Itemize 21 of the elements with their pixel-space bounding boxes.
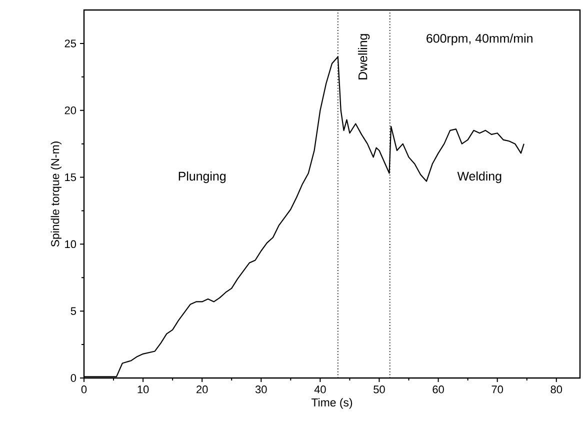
- x-tick-label: 80: [550, 386, 562, 394]
- x-tick-label: 60: [432, 386, 444, 394]
- x-tick-label: 0: [81, 386, 87, 394]
- x-tick-label: 70: [492, 386, 503, 394]
- x-tick-label: 30: [255, 386, 267, 394]
- annotation: Dwelling: [358, 34, 370, 80]
- x-axis-title: Time (s): [311, 398, 352, 409]
- y-tick-label: 15: [65, 173, 76, 182]
- x-tick-label: 40: [314, 386, 326, 394]
- y-tick-label: 5: [70, 307, 76, 315]
- x-tick-label: 20: [196, 386, 208, 394]
- x-tick-label: 10: [138, 386, 149, 394]
- annotation: Plunging: [178, 171, 226, 184]
- y-tick-label: 10: [65, 240, 76, 248]
- y-tick-label: 25: [64, 40, 76, 48]
- y-tick-label: 0: [70, 374, 76, 382]
- y-axis-title: Spindle torque (N-m): [50, 142, 62, 247]
- annotation: Welding: [457, 171, 502, 184]
- y-tick-label: 20: [64, 106, 76, 114]
- x-tick-label: 50: [374, 386, 385, 394]
- annotation: 600rpm, 40mm/min: [426, 34, 532, 46]
